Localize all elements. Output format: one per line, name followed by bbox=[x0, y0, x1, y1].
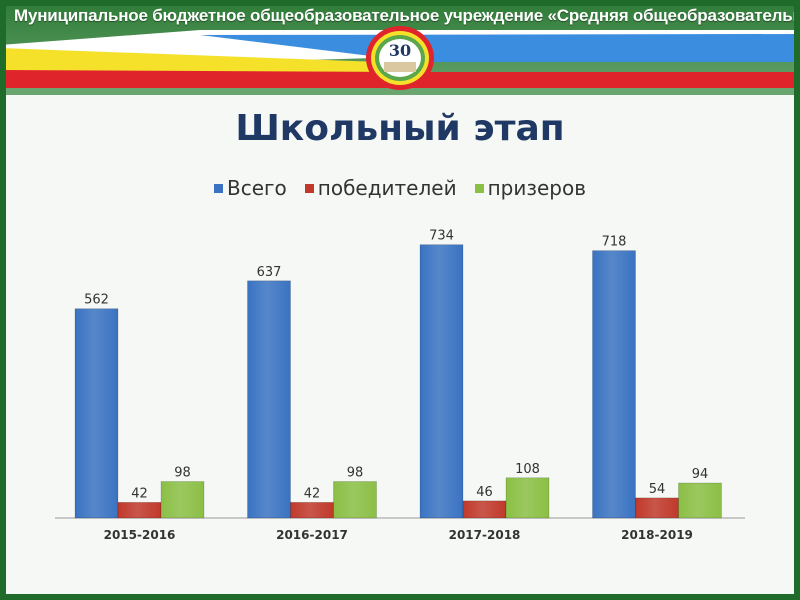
bar-prize-2015-2016 bbox=[160, 481, 205, 519]
flag-blue-stripe bbox=[200, 34, 800, 62]
data-label-all-2016-2017: 637 bbox=[257, 265, 282, 280]
bar-all-2017-2018 bbox=[419, 244, 464, 519]
bar-chart: 562 42 98 2015-2016 637 42 98 2016-2017 734 46 108… bbox=[55, 229, 745, 542]
bar-winners-2015-2016 bbox=[117, 502, 162, 519]
legend-label-winners: победителей bbox=[317, 176, 457, 200]
bar-prize-2018-2019 bbox=[678, 482, 722, 519]
data-label-prize-2015-2016: 98 bbox=[174, 466, 191, 481]
data-label-winners-2015-2016: 42 bbox=[131, 486, 148, 501]
data-label-all-2015-2016: 562 bbox=[84, 293, 109, 308]
legend-item-winners: победителей bbox=[304, 176, 457, 200]
bar-all-2016-2017 bbox=[247, 280, 291, 519]
legend-item-prize: призеров bbox=[474, 176, 587, 200]
data-label-winners-2018-2019: 54 bbox=[649, 482, 666, 497]
bar-prize-2017-2018 bbox=[505, 477, 550, 519]
emblem-number: 30 bbox=[389, 41, 411, 60]
flag-yellow-stripe bbox=[0, 48, 380, 72]
bar-winners-2016-2017 bbox=[290, 502, 334, 519]
legend-swatch-winners bbox=[304, 183, 314, 193]
legend-label-prize: призеров bbox=[487, 176, 587, 200]
school-emblem: 30 bbox=[366, 26, 434, 90]
legend-item-all: Всего bbox=[213, 176, 287, 200]
data-label-winners-2016-2017: 42 bbox=[304, 486, 321, 501]
slide-title: Школьный этап bbox=[235, 108, 565, 149]
header-band: Муниципальное бюджетное общеобразователь… bbox=[0, 0, 800, 95]
data-label-prize-2017-2018: 108 bbox=[515, 462, 540, 477]
category-label-2017-2018: 2017-2018 bbox=[449, 528, 521, 542]
data-label-prize-2016-2017: 98 bbox=[347, 466, 364, 481]
bar-winners-2018-2019 bbox=[635, 497, 679, 519]
category-label-2018-2019: 2018-2019 bbox=[621, 528, 693, 542]
emblem-book bbox=[384, 62, 416, 72]
chart-legend: Всего победителей призеров bbox=[0, 176, 800, 200]
category-label-2016-2017: 2016-2017 bbox=[276, 528, 348, 542]
flag-green-stripe bbox=[0, 88, 800, 95]
category-label-2015-2016: 2015-2016 bbox=[104, 528, 176, 542]
bar-prize-2016-2017 bbox=[333, 481, 377, 519]
bar-all-2018-2019 bbox=[592, 250, 636, 519]
legend-label-all: Всего bbox=[226, 176, 287, 200]
data-label-all-2017-2018: 734 bbox=[429, 229, 454, 244]
data-label-prize-2018-2019: 94 bbox=[692, 467, 709, 482]
bar-winners-2017-2018 bbox=[462, 500, 507, 519]
data-label-all-2018-2019: 718 bbox=[602, 235, 627, 250]
bar-all-2015-2016 bbox=[74, 308, 119, 519]
legend-swatch-all bbox=[213, 183, 223, 193]
legend-swatch-prize bbox=[474, 183, 484, 193]
header-title: Муниципальное бюджетное общеобразователь… bbox=[14, 6, 800, 25]
data-label-winners-2017-2018: 46 bbox=[476, 485, 493, 500]
